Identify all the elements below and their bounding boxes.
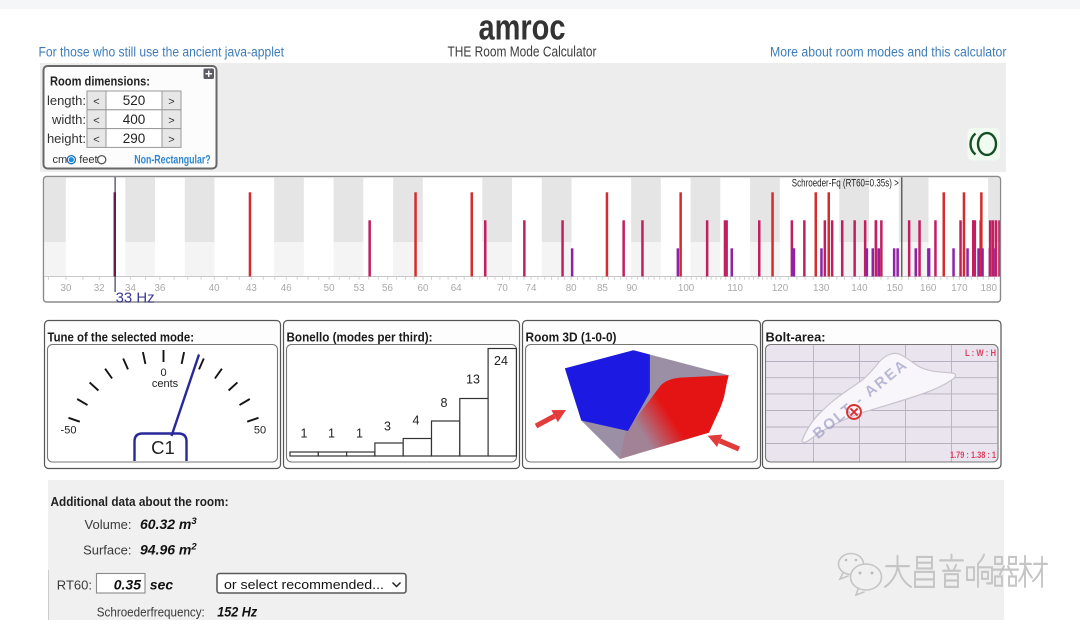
svg-text:290: 290 (123, 131, 146, 146)
svg-text:90: 90 (626, 283, 637, 294)
svg-text:34: 34 (125, 283, 136, 294)
svg-text:8: 8 (441, 396, 448, 410)
svg-text:180: 180 (981, 283, 998, 294)
svg-text:64: 64 (451, 283, 462, 294)
svg-text:80: 80 (566, 283, 577, 294)
svg-text:100: 100 (678, 283, 695, 294)
svg-text:170: 170 (951, 283, 968, 294)
svg-text:70: 70 (497, 283, 508, 294)
svg-text:150: 150 (887, 283, 904, 294)
svg-text:1.79 : 1.38 : 1: 1.79 : 1.38 : 1 (950, 450, 997, 461)
svg-text:length:: length: (47, 93, 86, 108)
svg-text:THE Room Mode Calculator: THE Room Mode Calculator (448, 45, 597, 61)
svg-text:520: 520 (123, 93, 146, 108)
svg-text:Bolt-area:: Bolt-area: (766, 331, 826, 345)
svg-text:C1: C1 (151, 437, 175, 458)
svg-text:4: 4 (413, 414, 420, 428)
svg-text:L : W : H: L : W : H (965, 348, 996, 359)
svg-text:43: 43 (246, 283, 257, 294)
svg-text:0: 0 (160, 367, 166, 379)
svg-text:13: 13 (466, 373, 480, 387)
svg-text:Surface:: Surface: (83, 543, 131, 558)
svg-text:Tune of the selected mode:: Tune of the selected mode: (48, 331, 195, 345)
svg-text:152 Hz: 152 Hz (217, 604, 257, 620)
svg-text:width:: width: (51, 112, 86, 127)
svg-text:53: 53 (354, 283, 365, 294)
svg-text:Additional data about the room: Additional data about the room: (51, 494, 229, 509)
svg-text:For those who still use the an: For those who still use the ancient java… (39, 45, 285, 60)
svg-text:3: 3 (384, 420, 391, 434)
svg-text:56: 56 (382, 283, 393, 294)
svg-text:Room dimensions:: Room dimensions: (50, 75, 150, 89)
svg-text:85: 85 (597, 283, 608, 294)
svg-text:50: 50 (254, 425, 266, 437)
svg-text:130: 130 (813, 283, 830, 294)
svg-text:height:: height: (47, 131, 86, 146)
svg-text:94.96 m2: 94.96 m2 (140, 542, 197, 558)
svg-text:>: > (168, 96, 174, 108)
svg-text:32: 32 (94, 283, 105, 294)
svg-text:120: 120 (772, 283, 789, 294)
svg-text:<: < (93, 115, 99, 127)
svg-text:Schroeder-Fq (RT60=0.35s) >: Schroeder-Fq (RT60=0.35s) > (792, 178, 899, 190)
svg-text:40: 40 (209, 283, 220, 294)
svg-text:Bonello (modes per third):: Bonello (modes per third): (287, 331, 433, 345)
svg-text:50: 50 (324, 283, 335, 294)
svg-text:30: 30 (61, 283, 72, 294)
svg-text:110: 110 (727, 283, 743, 294)
svg-text:60: 60 (418, 283, 429, 294)
svg-text:140: 140 (851, 283, 868, 294)
svg-text:cents: cents (152, 378, 179, 390)
svg-text:1: 1 (328, 427, 335, 441)
svg-text:RT60:: RT60: (57, 578, 92, 593)
svg-text:1: 1 (301, 427, 308, 441)
svg-text:feet: feet (79, 154, 97, 166)
svg-text:60.32 m3: 60.32 m3 (140, 516, 197, 532)
svg-text:Room 3D (1-0-0): Room 3D (1-0-0) (526, 331, 617, 345)
svg-text:amroc: amroc (479, 7, 566, 48)
svg-text:cm: cm (53, 154, 68, 166)
svg-text:36: 36 (154, 283, 165, 294)
svg-text:-50: -50 (61, 425, 77, 437)
svg-text:46: 46 (281, 283, 292, 294)
svg-text:1: 1 (356, 427, 363, 441)
svg-text:<: < (93, 134, 99, 146)
svg-text:33 Hz: 33 Hz (116, 291, 155, 307)
svg-text:0.35: 0.35 (114, 577, 141, 593)
svg-text:Schroederfrequency:: Schroederfrequency: (97, 605, 205, 620)
svg-text:>: > (168, 115, 174, 127)
svg-text:sec: sec (150, 577, 174, 593)
svg-text:or select recommended...: or select recommended... (224, 578, 384, 592)
svg-text:<: < (93, 96, 99, 108)
svg-text:74: 74 (526, 283, 537, 294)
svg-text:160: 160 (920, 283, 937, 294)
svg-text:Non-Rectangular?: Non-Rectangular? (134, 153, 211, 167)
svg-text:More about room modes and this: More about room modes and this calculato… (770, 45, 1007, 60)
svg-text:>: > (168, 134, 174, 146)
svg-text:400: 400 (123, 112, 146, 127)
svg-text:24: 24 (494, 354, 508, 368)
svg-text:Volume:: Volume: (85, 517, 132, 532)
